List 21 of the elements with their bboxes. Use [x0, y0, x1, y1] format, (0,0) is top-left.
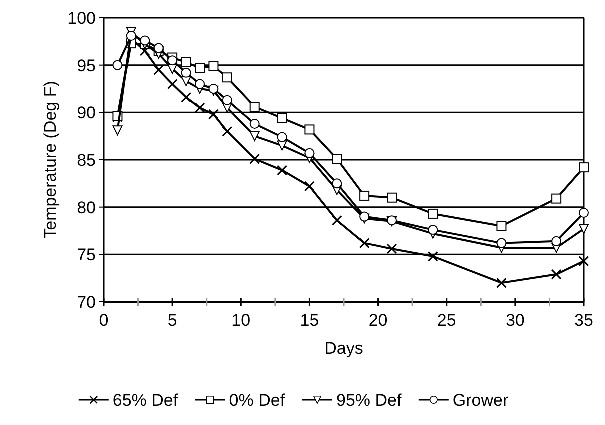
y-tick-label: 100	[68, 8, 96, 28]
x-tick-label: 20	[368, 311, 388, 330]
x-tick-label: 35	[574, 311, 594, 330]
y-tick-label: 80	[77, 198, 96, 218]
y-tick-label: 90	[77, 104, 96, 123]
legend-label: Grower	[452, 390, 509, 410]
x-tick-label: 0	[99, 311, 109, 330]
x-tick-label: 25	[437, 311, 456, 330]
legend-label: 95% Def	[336, 390, 402, 410]
legend-label: 0% Def	[229, 390, 286, 410]
y-tick-label: 75	[77, 246, 96, 265]
y-tick-label: 85	[77, 150, 96, 170]
x-tick-label: 5	[168, 311, 178, 330]
x-tick-label: 15	[300, 311, 320, 330]
y-axis-title: Temperature (Deg F)	[41, 81, 60, 239]
y-tick-label: 95	[77, 56, 96, 76]
x-axis-title: Days	[324, 339, 364, 358]
y-tick-label: 70	[77, 292, 96, 312]
x-tick-label: 30	[506, 311, 525, 330]
x-tick-label: 10	[232, 311, 251, 330]
legend-label: 65% Def	[112, 390, 178, 410]
